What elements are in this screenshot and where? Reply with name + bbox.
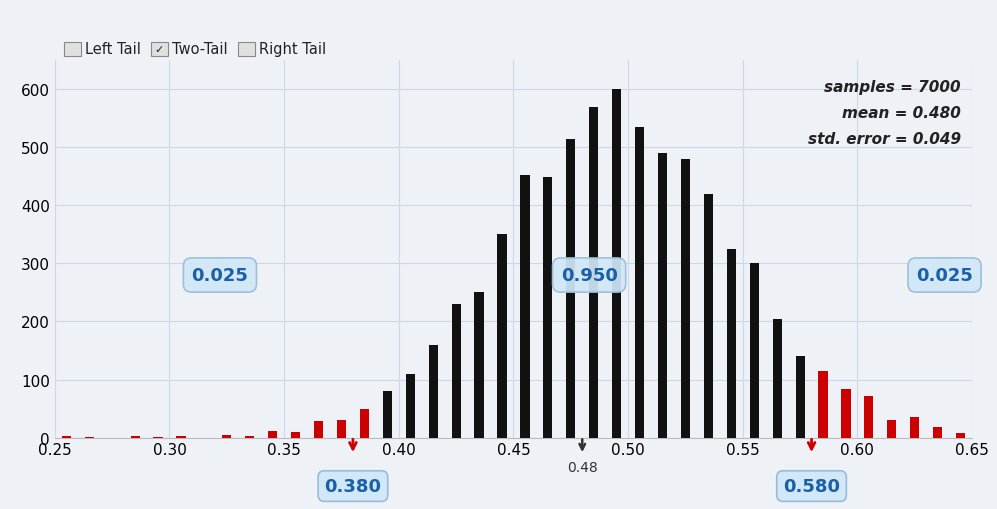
Bar xyxy=(727,249,736,438)
Bar xyxy=(658,154,667,438)
Text: 0.025: 0.025 xyxy=(916,267,973,285)
Text: Right Tail: Right Tail xyxy=(259,42,326,58)
Bar xyxy=(543,178,552,438)
Bar xyxy=(864,396,873,438)
Text: Two-Tail: Two-Tail xyxy=(172,42,228,58)
Bar xyxy=(566,139,575,438)
Bar xyxy=(910,417,919,438)
Bar xyxy=(85,437,94,438)
Bar xyxy=(452,304,461,438)
Text: 0.580: 0.580 xyxy=(783,477,840,495)
Bar xyxy=(406,374,415,438)
Bar xyxy=(887,420,896,438)
Bar xyxy=(498,235,506,438)
Bar xyxy=(268,431,277,438)
Bar xyxy=(773,319,782,438)
Bar xyxy=(176,436,185,438)
Bar xyxy=(819,371,828,438)
Bar xyxy=(62,437,71,438)
Bar xyxy=(337,420,346,438)
FancyBboxPatch shape xyxy=(152,43,167,56)
Text: ✓: ✓ xyxy=(155,45,165,55)
Text: 0.380: 0.380 xyxy=(324,477,382,495)
Text: 0.48: 0.48 xyxy=(567,460,597,474)
Bar xyxy=(589,107,598,438)
Text: 0.950: 0.950 xyxy=(560,267,617,285)
Bar xyxy=(429,345,438,438)
Text: samples = 7000
mean = 0.480
std. error = 0.049: samples = 7000 mean = 0.480 std. error =… xyxy=(808,80,961,147)
Bar xyxy=(704,194,713,438)
Text: 0.025: 0.025 xyxy=(191,267,248,285)
Bar xyxy=(750,264,759,438)
Text: Left Tail: Left Tail xyxy=(85,42,141,58)
FancyBboxPatch shape xyxy=(64,43,81,56)
Bar xyxy=(979,436,988,438)
Bar xyxy=(131,437,140,438)
Bar xyxy=(245,436,254,438)
Bar xyxy=(612,90,621,438)
Bar xyxy=(841,390,850,438)
Bar xyxy=(635,128,644,438)
Bar xyxy=(681,160,690,438)
Bar xyxy=(291,432,300,438)
Bar xyxy=(222,435,231,438)
Bar xyxy=(383,391,392,438)
Bar xyxy=(520,176,529,438)
Bar xyxy=(154,437,163,438)
FancyBboxPatch shape xyxy=(238,43,255,56)
Bar xyxy=(475,293,484,438)
Bar xyxy=(796,357,805,438)
Bar xyxy=(314,421,323,438)
Bar xyxy=(360,409,369,438)
Bar xyxy=(956,433,965,438)
Bar xyxy=(933,428,942,438)
